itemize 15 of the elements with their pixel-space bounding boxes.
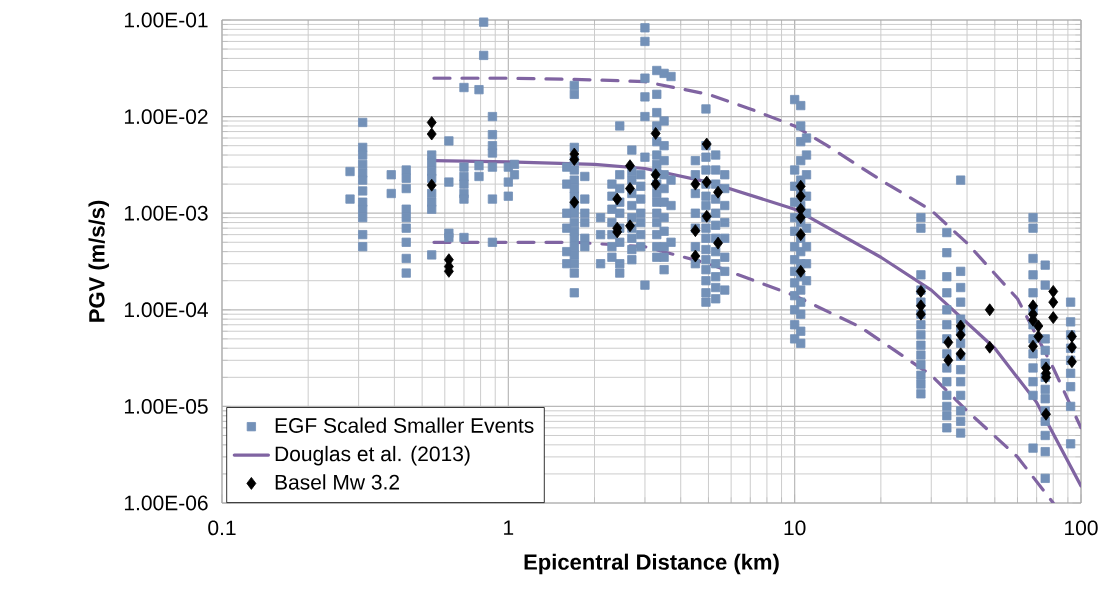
- y-tick-label: 1.00E-05: [124, 398, 208, 414]
- legend-label: Basel Mw 3.2: [275, 474, 399, 490]
- y-tick-label: 1.00E-01: [124, 12, 208, 28]
- y-tick-label: 1.00E-02: [124, 109, 208, 125]
- y-tick-label: 1.00E-04: [124, 302, 208, 318]
- y-tick-label: 1.00E-03: [124, 205, 208, 221]
- y-tick-label: 1.00E-06: [124, 495, 208, 511]
- legend-label: Douglas et al. (2013): [275, 445, 470, 466]
- legend-label: EGF Scaled Smaller Events: [275, 417, 534, 433]
- y-axis-title: PGV (m/s/s): [88, 200, 109, 322]
- x-tick-label: 0.1: [208, 520, 236, 536]
- x-tick-label: 100: [1065, 520, 1098, 536]
- x-tick-label: 10: [784, 520, 806, 536]
- x-tick-label: 1: [504, 520, 514, 535]
- x-axis-title: Epicentral Distance (km): [524, 553, 779, 575]
